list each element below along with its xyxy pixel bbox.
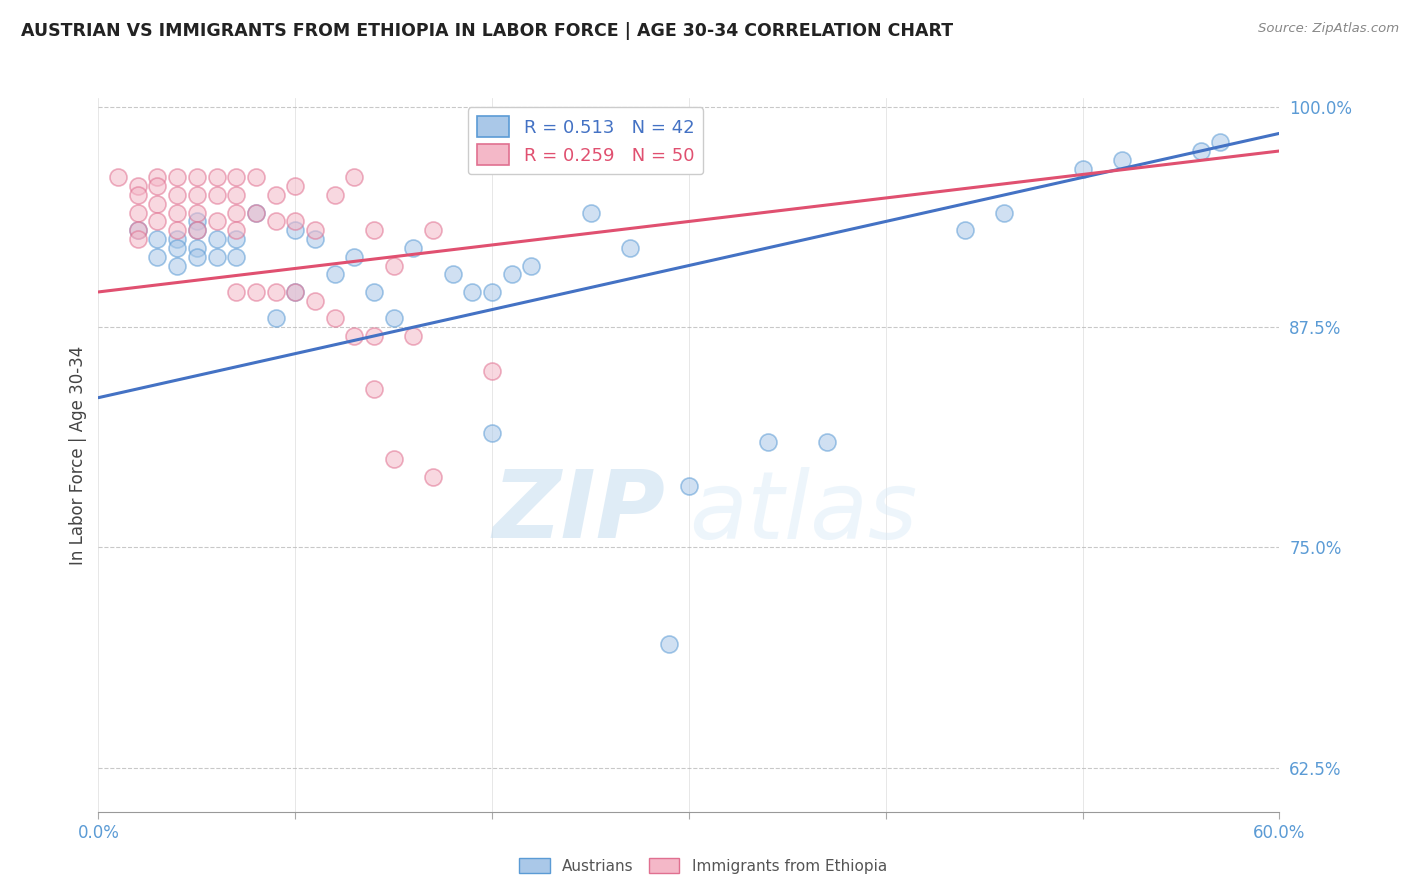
Point [205, 232, 228, 246]
Point [205, 170, 228, 185]
Point [363, 382, 385, 396]
Point [993, 205, 1015, 219]
Point [323, 311, 346, 326]
Point [815, 434, 838, 449]
Point [186, 241, 208, 255]
Text: Source: ZipAtlas.com: Source: ZipAtlas.com [1258, 22, 1399, 36]
Text: ZIP: ZIP [492, 466, 665, 558]
Point [422, 470, 444, 484]
Point [284, 285, 307, 299]
Point [422, 223, 444, 237]
Point [382, 452, 405, 467]
Point [146, 250, 169, 264]
Point [481, 285, 503, 299]
Point [166, 170, 188, 185]
Point [186, 214, 208, 228]
Point [127, 188, 149, 202]
Point [205, 214, 228, 228]
Point [953, 223, 976, 237]
Point [579, 205, 602, 219]
Point [363, 285, 385, 299]
Point [186, 223, 208, 237]
Point [225, 232, 247, 246]
Point [264, 311, 287, 326]
Point [284, 179, 307, 194]
Point [382, 311, 405, 326]
Point [382, 259, 405, 273]
Point [402, 241, 425, 255]
Y-axis label: In Labor Force | Age 30-34: In Labor Force | Age 30-34 [69, 345, 87, 565]
Point [363, 223, 385, 237]
Point [146, 232, 169, 246]
Point [619, 241, 641, 255]
Point [343, 170, 366, 185]
Point [481, 425, 503, 440]
Point [1071, 161, 1094, 176]
Point [245, 170, 267, 185]
Point [166, 223, 188, 237]
Point [323, 188, 346, 202]
Point [756, 434, 779, 449]
Point [284, 223, 307, 237]
Point [461, 285, 484, 299]
Point [225, 170, 247, 185]
Point [658, 637, 681, 651]
Point [205, 188, 228, 202]
Legend: Austrians, Immigrants from Ethiopia: Austrians, Immigrants from Ethiopia [513, 852, 893, 880]
Point [245, 205, 267, 219]
Point [127, 232, 149, 246]
Point [323, 268, 346, 282]
Point [166, 205, 188, 219]
Point [678, 479, 700, 493]
Point [363, 329, 385, 343]
Point [146, 170, 169, 185]
Point [304, 293, 326, 308]
Point [186, 170, 208, 185]
Point [264, 188, 287, 202]
Point [284, 285, 307, 299]
Point [1189, 144, 1212, 158]
Point [481, 364, 503, 378]
Point [186, 188, 208, 202]
Point [1111, 153, 1133, 167]
Point [127, 223, 149, 237]
Point [166, 259, 188, 273]
Point [402, 329, 425, 343]
Point [520, 259, 543, 273]
Point [225, 250, 247, 264]
Point [343, 250, 366, 264]
Text: atlas: atlas [689, 467, 917, 558]
Point [264, 285, 287, 299]
Point [166, 241, 188, 255]
Point [264, 214, 287, 228]
Point [127, 205, 149, 219]
Point [441, 268, 464, 282]
Point [1209, 135, 1232, 149]
Point [166, 232, 188, 246]
Point [245, 285, 267, 299]
Point [304, 232, 326, 246]
Point [146, 179, 169, 194]
Point [186, 205, 208, 219]
Point [107, 170, 129, 185]
Point [304, 223, 326, 237]
Point [225, 223, 247, 237]
Point [225, 188, 247, 202]
Point [225, 205, 247, 219]
Point [225, 285, 247, 299]
Point [186, 223, 208, 237]
Point [127, 179, 149, 194]
Point [166, 188, 188, 202]
Point [343, 329, 366, 343]
Point [245, 205, 267, 219]
Point [501, 268, 523, 282]
Point [205, 250, 228, 264]
Point [146, 197, 169, 211]
Point [146, 214, 169, 228]
Point [127, 223, 149, 237]
Legend: R = 0.513   N = 42, R = 0.259   N = 50: R = 0.513 N = 42, R = 0.259 N = 50 [468, 107, 703, 174]
Point [284, 214, 307, 228]
Point [186, 250, 208, 264]
Text: AUSTRIAN VS IMMIGRANTS FROM ETHIOPIA IN LABOR FORCE | AGE 30-34 CORRELATION CHAR: AUSTRIAN VS IMMIGRANTS FROM ETHIOPIA IN … [21, 22, 953, 40]
